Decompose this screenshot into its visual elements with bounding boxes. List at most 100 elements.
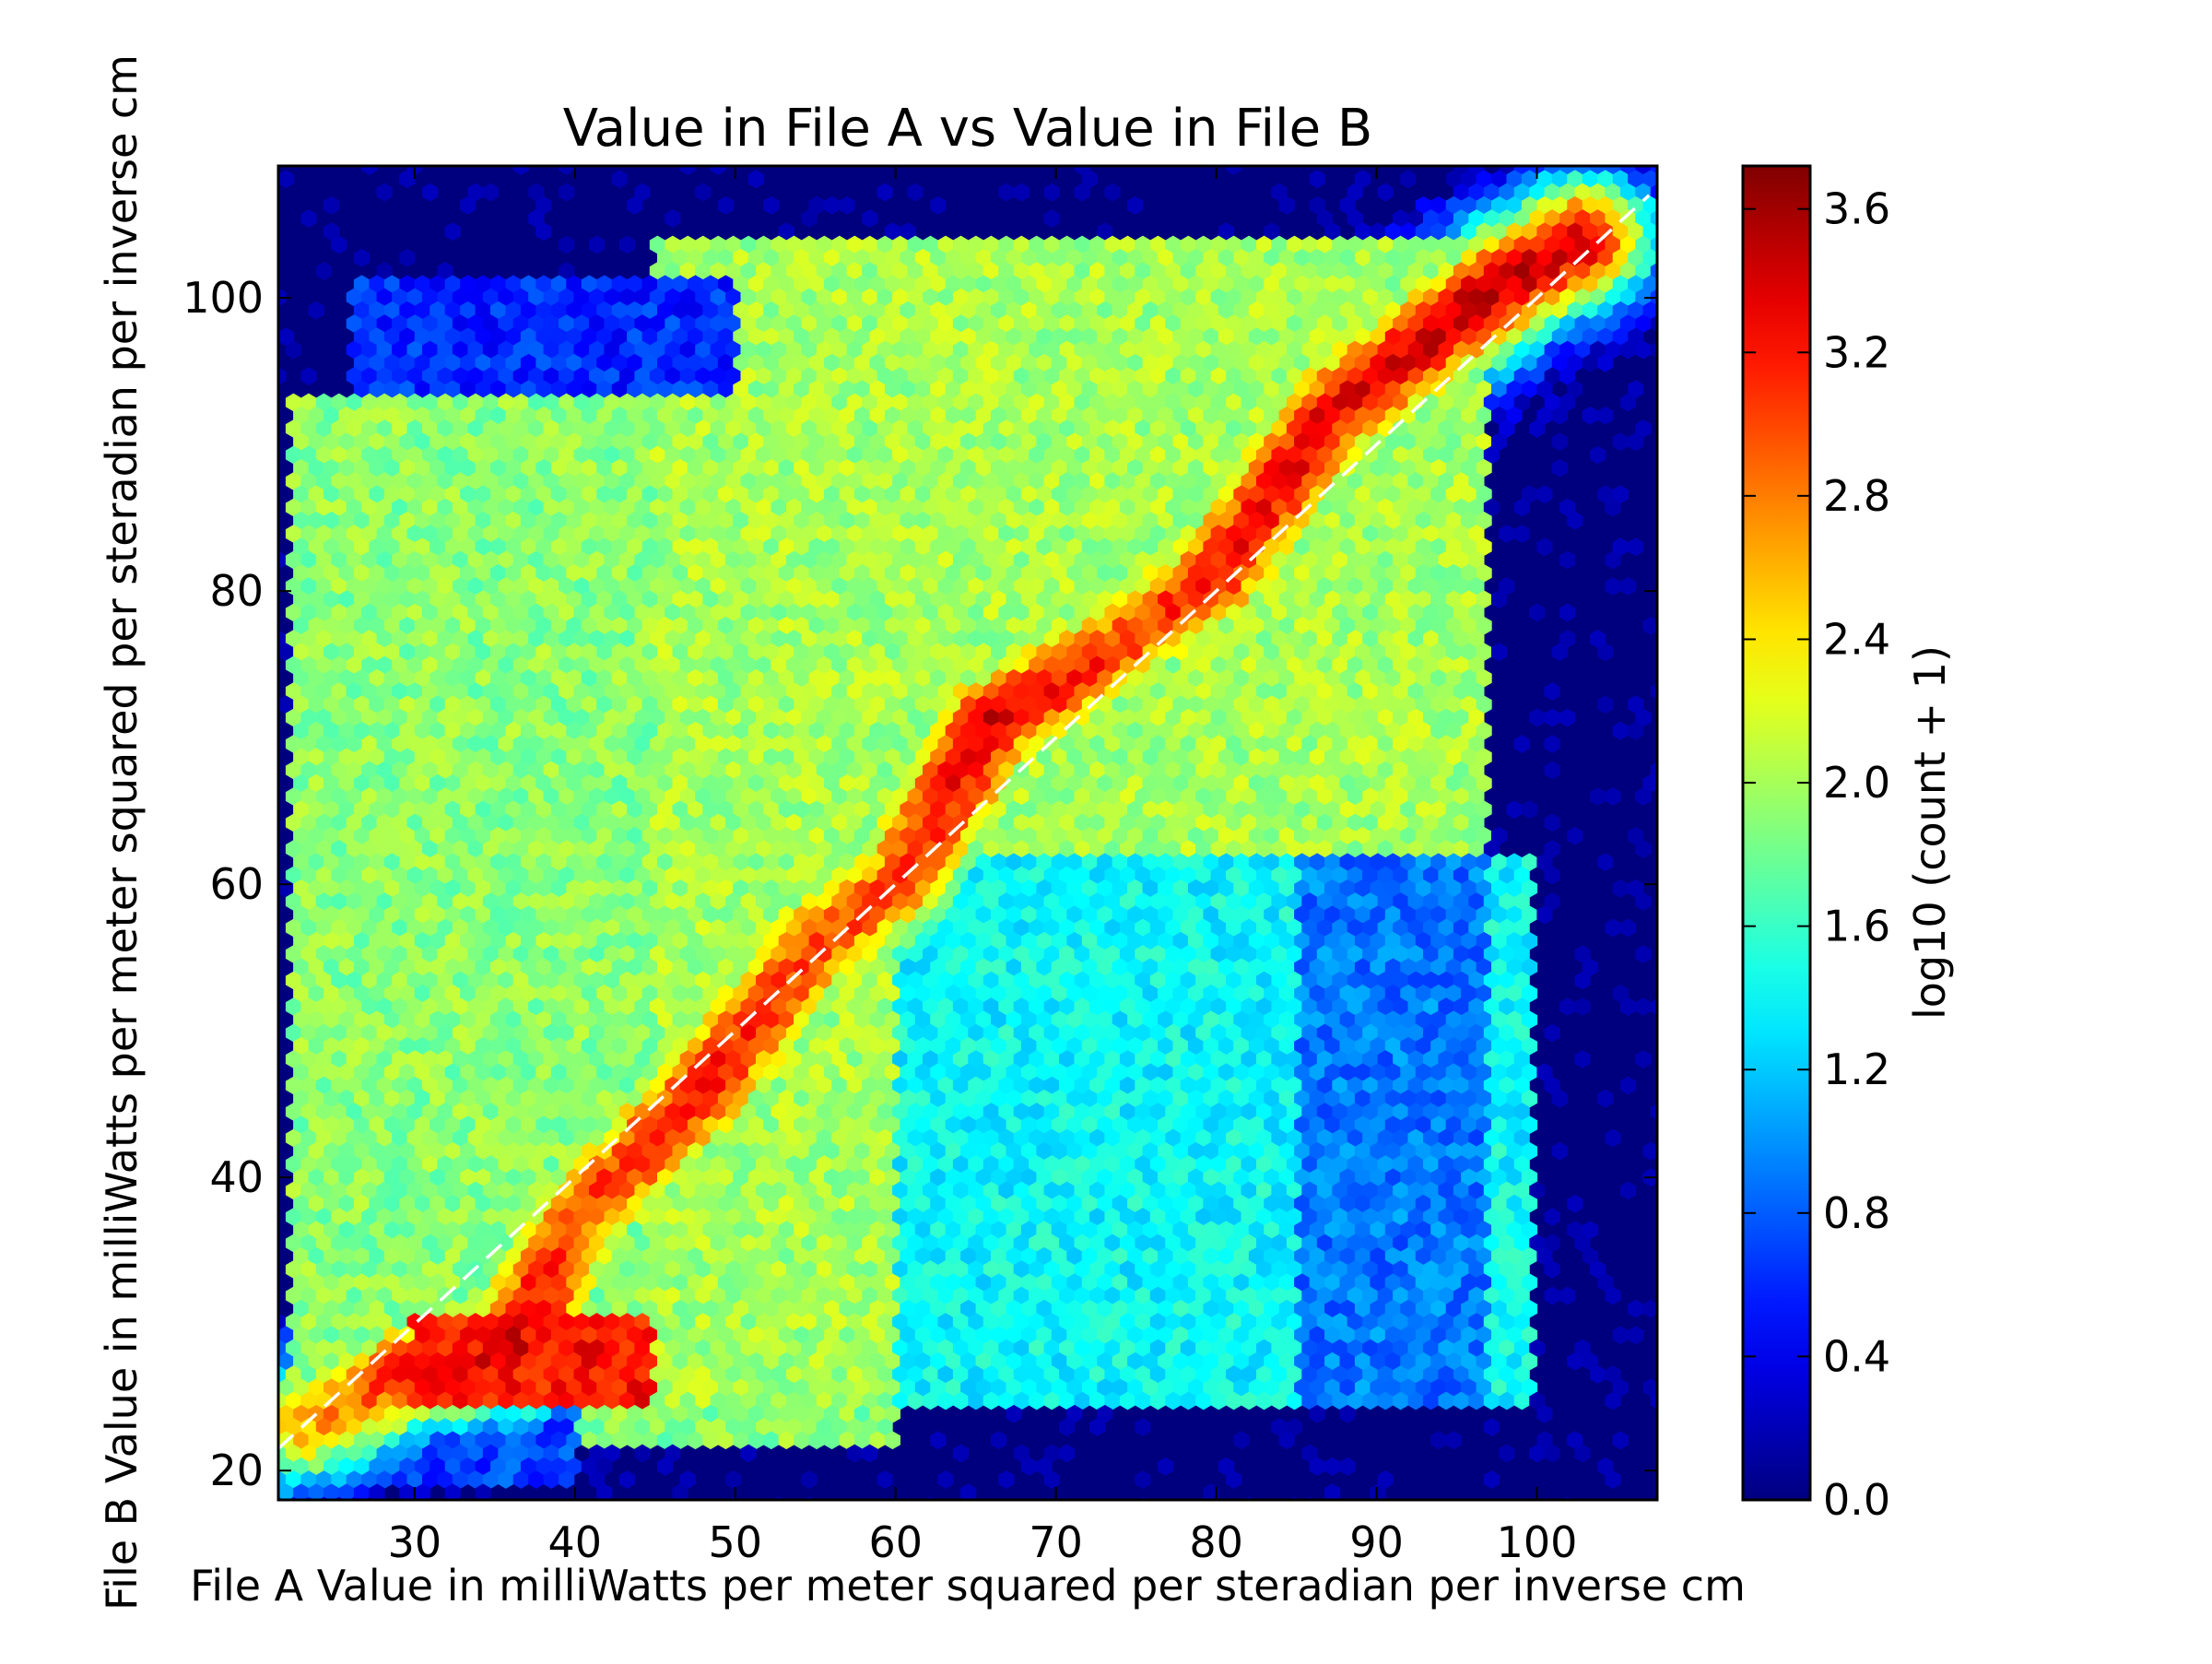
hexbin-cell bbox=[1347, 498, 1363, 517]
hexbin-cell bbox=[1158, 327, 1174, 347]
hexbin-cell bbox=[1187, 301, 1205, 320]
hexbin-cell bbox=[293, 590, 310, 609]
hexbin-cell bbox=[308, 458, 324, 478]
hexbin-cell bbox=[1278, 380, 1295, 399]
hexbin-cell bbox=[1043, 262, 1060, 280]
hexbin-cell bbox=[1377, 445, 1394, 465]
hexbin-cell bbox=[853, 537, 871, 557]
hexbin-cell bbox=[1461, 616, 1477, 635]
hexbin-cell bbox=[1635, 340, 1652, 360]
hexbin-cell bbox=[665, 340, 681, 360]
hexbin-cell bbox=[1400, 301, 1417, 320]
hexbin-cell bbox=[884, 590, 900, 609]
hexbin-cell bbox=[376, 314, 393, 333]
hexbin-cell bbox=[293, 406, 310, 425]
hexbin-cell bbox=[702, 353, 719, 372]
hexbin-cell bbox=[778, 537, 794, 557]
hexbin-cell bbox=[839, 643, 855, 662]
hexbin-cell bbox=[1499, 577, 1515, 596]
hexbin-cell bbox=[383, 380, 400, 399]
hexbin-cell bbox=[566, 511, 582, 530]
hexbin-cell bbox=[1165, 550, 1182, 570]
hexbin-cell bbox=[763, 458, 780, 478]
hexbin-cell bbox=[1203, 458, 1219, 478]
hexbin-cell bbox=[1149, 498, 1166, 517]
hexbin-cell bbox=[649, 630, 665, 648]
hexbin-cell bbox=[869, 301, 886, 320]
hexbin-cell bbox=[346, 655, 362, 675]
hexbin-cell bbox=[429, 432, 446, 452]
hexbin-cell bbox=[498, 498, 514, 517]
hexbin-cell bbox=[1066, 248, 1083, 267]
hexbin-cell bbox=[982, 577, 999, 596]
hexbin-cell bbox=[846, 577, 863, 596]
hexbin-cell bbox=[1278, 458, 1295, 478]
hexbin-cell bbox=[1051, 643, 1067, 662]
hexbin-cell bbox=[695, 183, 712, 202]
hexbin-cell bbox=[611, 485, 628, 504]
hexbin-cell bbox=[1256, 367, 1273, 385]
hexbin-cell bbox=[376, 367, 393, 385]
hexbin-cell bbox=[1551, 643, 1568, 662]
hexbin-cell bbox=[1081, 248, 1098, 267]
hexbin-cell bbox=[687, 353, 704, 372]
hexbin-cell bbox=[1301, 603, 1318, 622]
hexbin-cell bbox=[771, 314, 787, 333]
hexbin-cell bbox=[1158, 380, 1174, 399]
hexbin-cell bbox=[1112, 301, 1128, 320]
hexbin-cell bbox=[324, 563, 340, 583]
hexbin-cell bbox=[641, 616, 658, 635]
hexbin-cell bbox=[862, 314, 878, 333]
hexbin-cell bbox=[467, 288, 484, 307]
hexbin-cell bbox=[353, 458, 371, 478]
hexbin-cell bbox=[1324, 432, 1341, 452]
hexbin-cell bbox=[1559, 498, 1576, 517]
hexbin-cell bbox=[1066, 301, 1083, 320]
hexbin-cell bbox=[1430, 195, 1447, 215]
hexbin-cell bbox=[437, 419, 453, 438]
hexbin-cell bbox=[1006, 353, 1022, 372]
hexbin-cell bbox=[1233, 616, 1250, 635]
hexbin-cell bbox=[1332, 419, 1348, 438]
hexbin-cell bbox=[1468, 235, 1485, 254]
hexbin-cell bbox=[1203, 327, 1219, 347]
hexbin-cell bbox=[930, 275, 947, 294]
hexbin-cell bbox=[702, 563, 719, 583]
hexbin-cell bbox=[1309, 616, 1325, 635]
hexbin-cell bbox=[581, 380, 597, 399]
hexbin-cell bbox=[1233, 380, 1250, 399]
hexbin-cell bbox=[1097, 590, 1113, 609]
hexbin-cell bbox=[778, 590, 794, 609]
hexbin-cell bbox=[1226, 166, 1242, 175]
hexbin-cell bbox=[1051, 590, 1067, 609]
hexbin-cell bbox=[1066, 275, 1083, 294]
hexbin-cell bbox=[1020, 643, 1038, 662]
hexbin-cell bbox=[1264, 563, 1280, 583]
hexbin-cell bbox=[460, 380, 477, 399]
hexbin-cell bbox=[1384, 222, 1401, 242]
hexbin-cell bbox=[1210, 630, 1227, 648]
hexbin-cell bbox=[429, 327, 446, 347]
hexbin-cell bbox=[1142, 248, 1159, 267]
hexbin-cell bbox=[331, 655, 347, 675]
hexbin-cell bbox=[520, 406, 537, 425]
hexbin-cell bbox=[975, 537, 992, 557]
hexbin-cell bbox=[482, 472, 499, 490]
hexbin-cell bbox=[945, 353, 961, 372]
hexbin-cell bbox=[1506, 248, 1523, 267]
hexbin-cell bbox=[353, 537, 371, 557]
hexbin-cell bbox=[1642, 275, 1657, 294]
hexbin-cell bbox=[604, 288, 620, 307]
hexbin-cell bbox=[695, 262, 712, 280]
hexbin-cell bbox=[937, 288, 954, 307]
hexbin-cell bbox=[467, 550, 484, 570]
hexbin-cell bbox=[1384, 406, 1401, 425]
hexbin-cell bbox=[1445, 327, 1462, 347]
hexbin-cell bbox=[1278, 511, 1295, 530]
hexbin-cell bbox=[505, 643, 522, 662]
hexbin-cell bbox=[512, 166, 529, 175]
hexbin-cell bbox=[1203, 563, 1219, 583]
hexbin-cell bbox=[816, 419, 832, 438]
hexbin-cell bbox=[952, 419, 969, 438]
hexbin-cell bbox=[1301, 340, 1318, 360]
